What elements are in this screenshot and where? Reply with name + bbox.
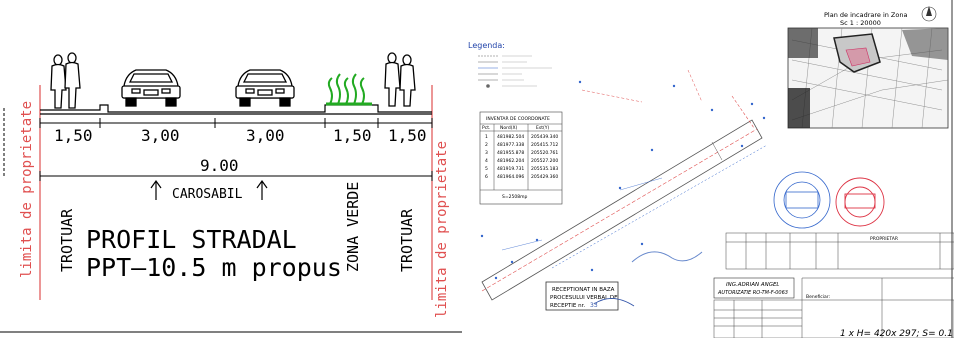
coord-row: 481955.878 (497, 150, 524, 156)
coord-row: 205439.340 (531, 134, 558, 140)
property-limit-right-label: limita de proprietate (434, 141, 450, 318)
survey-points (480, 80, 766, 280)
car-right-icon (235, 69, 295, 107)
zona-verde-label: ZONA VERDE (344, 182, 362, 272)
beneficiar-label: Beneficiar: (806, 294, 830, 300)
red-stamp-icon (835, 177, 885, 227)
trotuar-left-label: TROTUAR (58, 208, 76, 272)
handwritten-signature-1 (631, 251, 703, 263)
carosabil-label: CAROSABIL (172, 187, 243, 202)
coord-row: 205535.183 (531, 166, 558, 172)
coord-row: 481977.338 (497, 142, 524, 148)
proprietar-label: PROPRIETAR (870, 236, 898, 242)
profile-title-line2: PPT—10.5 m propus (86, 253, 342, 282)
coord-row: 481982.504 (497, 134, 524, 140)
dim-label-4: 1,50 (333, 126, 372, 145)
carosabil-arrows (150, 179, 268, 200)
coord-row: 205527.200 (531, 158, 558, 164)
coord-header-x: Nord(X) (500, 125, 518, 131)
road-parcel-drawing (481, 69, 768, 301)
dim-label-5: 1,50 (388, 126, 427, 145)
receptie-stamp: RECEPTIONAT IN BAZA PROCESULUI VERBAL DE… (545, 281, 635, 311)
coord-row: 205520.761 (531, 150, 558, 156)
total-dimension-line (39, 171, 433, 181)
coord-area: S=2508mp (502, 194, 527, 200)
coord-row: 1 (485, 134, 488, 140)
engineer-name: ING.ADRIAN ANGEL (726, 282, 780, 288)
plan-title: Plan de incadrare in Zona (824, 11, 907, 19)
sheet-scale-label: 1 x H= 420x 297; S= 0.1 (840, 329, 953, 338)
total-width-label: 9.00 (200, 156, 239, 175)
coord-row: 205415.712 (531, 142, 558, 148)
coord-header-pct: Pct. (482, 125, 490, 131)
street-profile-panel: 1,50 3,00 3,00 1,50 1,50 9.00 CAROSABIL … (0, 0, 462, 338)
dim-label-3: 3,00 (246, 126, 285, 145)
coord-row: 481964.096 (497, 174, 524, 180)
ground-profile (40, 104, 432, 115)
pedestrians-right-icon (384, 52, 416, 107)
parcel-info-table (725, 232, 954, 270)
dim-label-2: 3,00 (141, 126, 180, 145)
coord-row: 2 (485, 142, 488, 148)
car-left-icon (121, 69, 181, 107)
coord-rows: 1 481982.504 205439.340 2 481977.338 205… (485, 134, 558, 180)
trotuar-right-label: TROTUAR (398, 208, 416, 272)
location-plan: Plan de incadrare in Zona Sc 1 : 20000 (787, 6, 949, 129)
street-profile-drawing: 1,50 3,00 3,00 1,50 1,50 9.00 CAROSABIL … (0, 52, 462, 333)
engineer-stamp: ING.ADRIAN ANGEL AUTORIZATIE RO-TM-F-006… (713, 277, 795, 299)
blue-stamp-icon (773, 171, 831, 229)
cadastral-plan-drawing: Legenda: INVENTAR DE COORDONATE Pct. Nor… (462, 0, 954, 339)
receptie-number: 33 (590, 302, 598, 309)
coord-row: 5 (485, 166, 488, 172)
receptie-line3: RECEPTIE nr. (550, 303, 585, 309)
plan-scale: Sc 1 : 20000 (840, 19, 881, 27)
dimension-line-segments (39, 118, 433, 128)
grass-icon (326, 73, 372, 106)
property-limit-left-label: limita de proprietate (19, 101, 35, 278)
coordinate-table: INVENTAR DE COORDONATE Pct. Nord(X) Est(… (479, 111, 563, 205)
legend-box: Legenda: (468, 41, 552, 88)
coord-row: 205429.360 (531, 174, 558, 180)
engineer-auth: AUTORIZATIE RO-TM-F-0063 (717, 290, 788, 296)
dim-label-1: 1,50 (54, 126, 93, 145)
legend-title: Legenda: (468, 41, 505, 50)
coord-row: 481919.731 (497, 166, 524, 172)
cadastral-plan-panel: Legenda: INVENTAR DE COORDONATE Pct. Nor… (462, 0, 954, 339)
profile-title-line1: PROFIL STRADAL (86, 225, 297, 254)
receptie-line2: PROCESULUI VERBAL DE (550, 295, 618, 301)
coord-header-y: Est(Y) (536, 125, 549, 131)
coord-row: 481962.204 (497, 158, 524, 164)
coord-row: 3 (485, 150, 488, 156)
coord-table-title: INVENTAR DE COORDONATE (486, 116, 550, 122)
receptie-line1: RECEPTIONAT IN BAZA (552, 287, 615, 293)
coord-row: 4 (485, 158, 488, 164)
pedestrians-left-icon (50, 52, 81, 109)
coord-row: 6 (485, 174, 488, 180)
